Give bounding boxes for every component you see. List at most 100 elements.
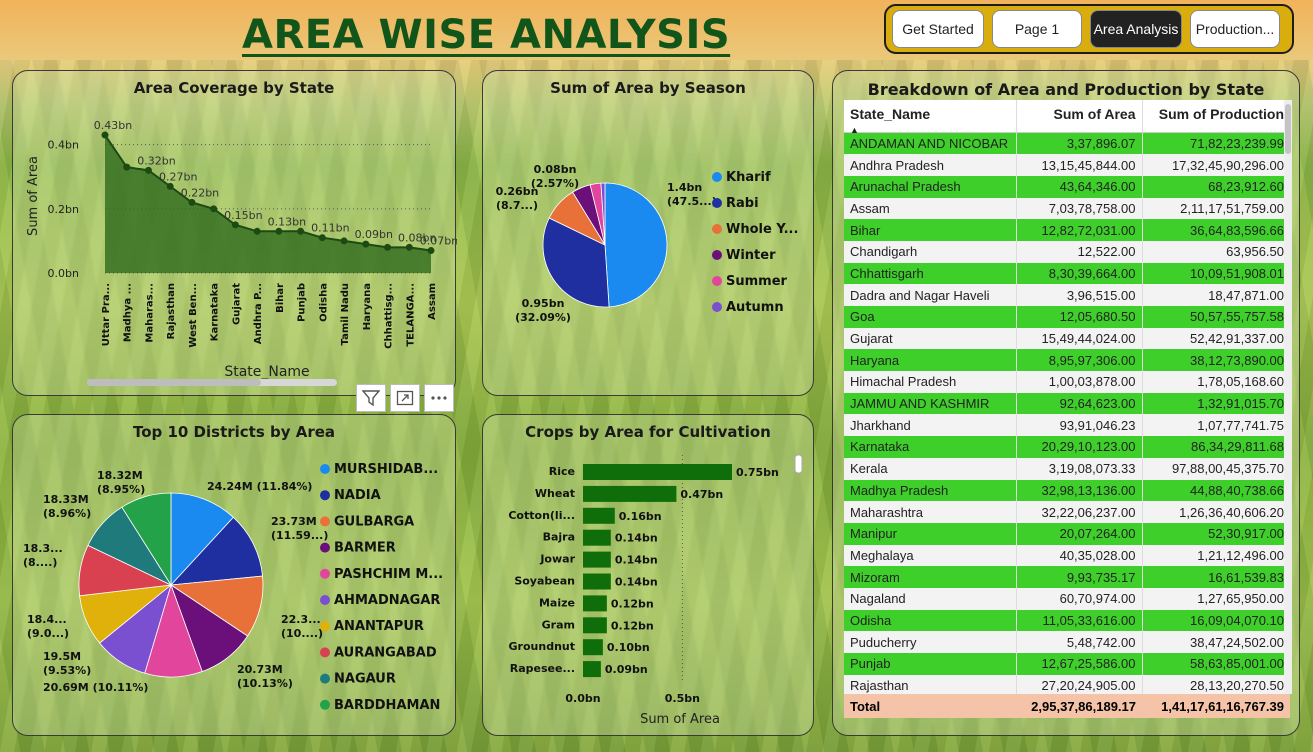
table-row[interactable]: Haryana 8,95,97,306.00 38,12,73,890.00: [844, 349, 1290, 372]
column-header-label: State_Name: [850, 106, 931, 122]
bar-value-label: 0.47bn: [680, 488, 723, 501]
table-row[interactable]: Karnataka 20,29,10,123.00 86,34,29,811.68: [844, 436, 1290, 458]
table-row[interactable]: Manipur 20,07,264.00 52,30,917.00: [844, 522, 1290, 545]
data-point: [405, 243, 413, 251]
x-tick-label: Maharas...: [144, 283, 155, 343]
slice-percent-label: (9.0...): [27, 627, 69, 640]
total-production: 1,41,17,61,16,767.39: [1161, 698, 1284, 714]
more-options-icon[interactable]: [424, 384, 454, 412]
crops-bar-panel[interactable]: Crops by Area for Cultivation Rice 0.75bn…: [482, 414, 814, 736]
table-row[interactable]: Punjab 12,67,25,586.00 58,63,85,001.00: [844, 653, 1290, 675]
x-tick-label: Odisha: [318, 283, 329, 322]
legend-label: GULBARGA: [334, 514, 414, 529]
table-row[interactable]: Kerala 3,19,08,073.33 97,88,00,45,375.70: [844, 457, 1290, 480]
table-row[interactable]: Chandigarh 12,522.00 63,956.50: [844, 240, 1290, 263]
slice-percent-label: (8....): [23, 556, 57, 569]
legend-marker: [320, 542, 330, 553]
table-row[interactable]: Maharashtra 32,22,06,237.00 1,26,36,40,606…: [844, 501, 1290, 523]
nav-button-production[interactable]: Production...: [1190, 10, 1280, 48]
table-row[interactable]: Chhattisgarh 8,30,39,664.00 10,09,51,908.0…: [844, 262, 1290, 285]
category-label: Bajra: [543, 531, 575, 544]
bar-value-label: 0.75bn: [736, 466, 779, 479]
slice-value-label: 18.33M: [43, 493, 89, 506]
slice-percent-label: (2.57%): [531, 177, 579, 190]
visual-toolbar: [356, 384, 454, 412]
pie-slice: [604, 182, 668, 308]
season-pie-panel[interactable]: Sum of Area by Season 1.4bn (47.5...) 0.95…: [482, 70, 814, 396]
legend-label: BARDDHAMAN: [334, 698, 440, 713]
filter-icon[interactable]: [356, 384, 386, 412]
table-scrollbar[interactable]: [1284, 100, 1292, 694]
cell-sum-production: 52,42,91,337.00: [1142, 327, 1290, 350]
table-row[interactable]: Madhya Pradesh 32,98,13,136.00 44,88,40,73…: [844, 479, 1290, 502]
state-area-chart-panel[interactable]: Area Coverage by State 0.0bn 0.2bn 0.4bn 0.…: [12, 70, 457, 396]
table-row[interactable]: Puducherry 5,48,742.00 38,47,24,502.00: [844, 631, 1290, 653]
table-row[interactable]: Rajasthan 27,20,24,905.00 28,13,20,270.50: [844, 674, 1290, 697]
legend-marker: [712, 302, 722, 312]
horizontal-scroll-thumb: [87, 379, 261, 386]
cell-sum-production: 44,88,40,738.66: [1142, 479, 1290, 502]
table-scroll-thumb[interactable]: [1285, 104, 1291, 154]
table-row[interactable]: Andhra Pradesh 13,15,45,844.00 17,32,45,90…: [844, 154, 1290, 176]
district-pie-panel[interactable]: Top 10 Districts by Area 24.24M (11.84%)…: [12, 414, 456, 736]
nav-button-get-started[interactable]: Get Started: [892, 10, 984, 48]
table-row[interactable]: Himachal Pradesh 1,00,03,878.00 1,78,05,16…: [844, 371, 1290, 393]
pie-slice: [169, 516, 264, 586]
table-row[interactable]: Assam 7,03,78,758.00 2,11,17,51,759.00: [844, 197, 1290, 220]
legend-label: PASHCHIM M...: [334, 567, 443, 582]
cell-state-name: Manipur: [844, 522, 1017, 545]
cell-sum-area: 3,96,515.00: [1016, 284, 1143, 306]
column-header-state[interactable]: State_Name ▲: [844, 100, 1017, 135]
legend-marker: [712, 198, 722, 208]
cell-sum-production: 1,32,91,015.70: [1142, 392, 1290, 415]
table-row[interactable]: Meghalaya 40,35,028.00 1,21,12,496.00: [844, 544, 1290, 567]
table-row[interactable]: JAMMU AND KASHMIR 92,64,623.00 1,32,91,015…: [844, 392, 1290, 415]
focus-mode-icon[interactable]: [390, 384, 420, 412]
legend-marker: [320, 568, 330, 579]
season-pie-chart: 1.4bn(47.5...) 0.95bn(32.09%) 0.26bn(8.7..…: [496, 163, 799, 324]
table-row[interactable]: Nagaland 60,70,974.00 1,27,65,950.00: [844, 587, 1290, 610]
cell-state-name: Gujarat: [844, 327, 1017, 350]
cell-sum-production: 16,09,04,070.10: [1142, 609, 1290, 632]
bar-value-label: 0.12bn: [611, 597, 654, 610]
cell-sum-production: 18,47,871.00: [1142, 284, 1290, 306]
slice-percent-label: (8.7...): [496, 199, 538, 212]
cell-sum-area: 40,35,028.00: [1016, 544, 1143, 567]
table-row[interactable]: Arunachal Pradesh 43,64,346.00 68,23,912.6…: [844, 175, 1290, 198]
table-row[interactable]: Mizoram 9,93,735.17 16,61,539.83: [844, 566, 1290, 588]
slice-value-label: 18.32M: [97, 469, 143, 482]
y-tick-label: 0.2bn: [48, 203, 79, 216]
legend-label: BARMER: [334, 541, 396, 556]
column-header-area[interactable]: Sum of Area: [1016, 100, 1143, 133]
cell-state-name: Kerala: [844, 457, 1017, 480]
table-row[interactable]: Goa 12,05,680.50 50,57,55,757.58: [844, 306, 1290, 328]
nav-button-area-analysis[interactable]: Area Analysis: [1090, 10, 1182, 48]
legend-label: NAGAUR: [334, 672, 396, 687]
category-label: Groundnut: [509, 640, 575, 653]
x-tick-label: 0.0bn: [565, 692, 600, 705]
cell-sum-production: 38,47,24,502.00: [1142, 631, 1290, 653]
table-row[interactable]: ANDAMAN AND NICOBAR 3,37,896.07 71,82,23,2…: [844, 132, 1290, 155]
breakdown-table[interactable]: State_Name ▲ Sum of Area Sum of Productio…: [844, 100, 1290, 718]
column-header-production[interactable]: Sum of Production: [1142, 100, 1290, 133]
table-row[interactable]: Dadra and Nagar Haveli 3,96,515.00 18,47,8…: [844, 284, 1290, 306]
cell-sum-production: 1,21,12,496.00: [1142, 544, 1290, 567]
slice-value-label: 20.73M: [237, 663, 283, 676]
slice-value-label: 19.5M: [43, 650, 81, 663]
data-label: 0.32bn: [137, 154, 175, 167]
data-point: [166, 182, 174, 190]
cell-sum-area: 8,30,39,664.00: [1016, 262, 1143, 285]
cell-state-name: Odisha: [844, 609, 1017, 632]
cell-sum-area: 92,64,623.00: [1016, 392, 1143, 415]
table-row[interactable]: Bihar 12,82,72,031.00 36,64,83,596.66: [844, 219, 1290, 241]
vertical-scroll-thumb: [794, 454, 803, 474]
table-row[interactable]: Gujarat 15,49,44,024.00 52,42,91,337.00: [844, 327, 1290, 350]
nav-button-page-1[interactable]: Page 1: [992, 10, 1082, 48]
table-row[interactable]: Odisha 11,05,33,616.00 16,09,04,070.10: [844, 609, 1290, 632]
data-point: [188, 198, 196, 206]
table-row[interactable]: Jharkhand 93,91,046.23 1,07,77,741.75: [844, 414, 1290, 437]
chart-title: Area Coverage by State: [133, 79, 335, 97]
y-tick-label: 0.0bn: [48, 267, 79, 280]
pie-slice: [600, 182, 606, 246]
cell-sum-area: 20,07,264.00: [1016, 522, 1143, 545]
